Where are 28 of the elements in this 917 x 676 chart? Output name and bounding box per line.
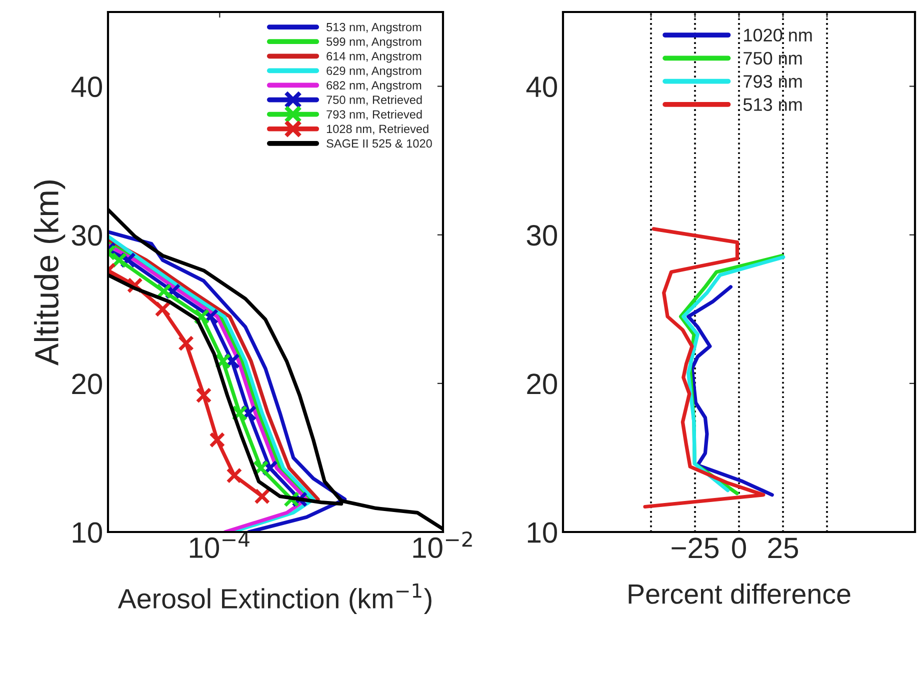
legend-label: 1028 nm, Retrieved (326, 124, 428, 135)
legend-label: SAGE II 525 & 1020 (326, 139, 432, 148)
y-tick-label: 20 (72, 374, 102, 394)
x-axis-title: Aerosol Extinction (km$^{−1}$) (118, 583, 432, 614)
y-tick-label: 30 (72, 225, 102, 246)
y-tick-label: 20 (527, 374, 557, 394)
y-tick-label: 30 (526, 225, 557, 246)
x-tick-label: 0 (732, 538, 746, 558)
y-axis-title: Altitude (km) (34, 180, 66, 366)
legend-label: 599 nm, Angstrom (326, 37, 422, 48)
legend-label: 1020 nm (744, 28, 812, 42)
legend-label: 793 nm (744, 75, 802, 88)
legend-label: 793 nm, Retrieved (326, 110, 422, 120)
legend-label: 750 nm, Retrieved (326, 95, 422, 106)
x-axis-title: Percent difference (628, 583, 850, 604)
y-tick-label: 10 (528, 522, 557, 543)
x-tick-label: −25 (672, 538, 719, 558)
legend-label: 513 nm, Angstrom (326, 22, 422, 34)
x-tick-label: 25 (768, 538, 798, 558)
legend-label: 629 nm, Angstrom (326, 66, 422, 78)
x-tick-label: 10$^{−2}$ (413, 531, 472, 558)
legend-label: 682 nm, Angstrom (326, 81, 422, 92)
legend-label: 614 nm, Angstrom (326, 52, 422, 63)
y-tick-label: 10 (72, 522, 102, 543)
legend-label: 750 nm (744, 52, 802, 65)
y-tick-label: 40 (71, 76, 102, 98)
legend-label: 513 nm (743, 98, 802, 111)
y-tick-label: 40 (526, 76, 557, 98)
